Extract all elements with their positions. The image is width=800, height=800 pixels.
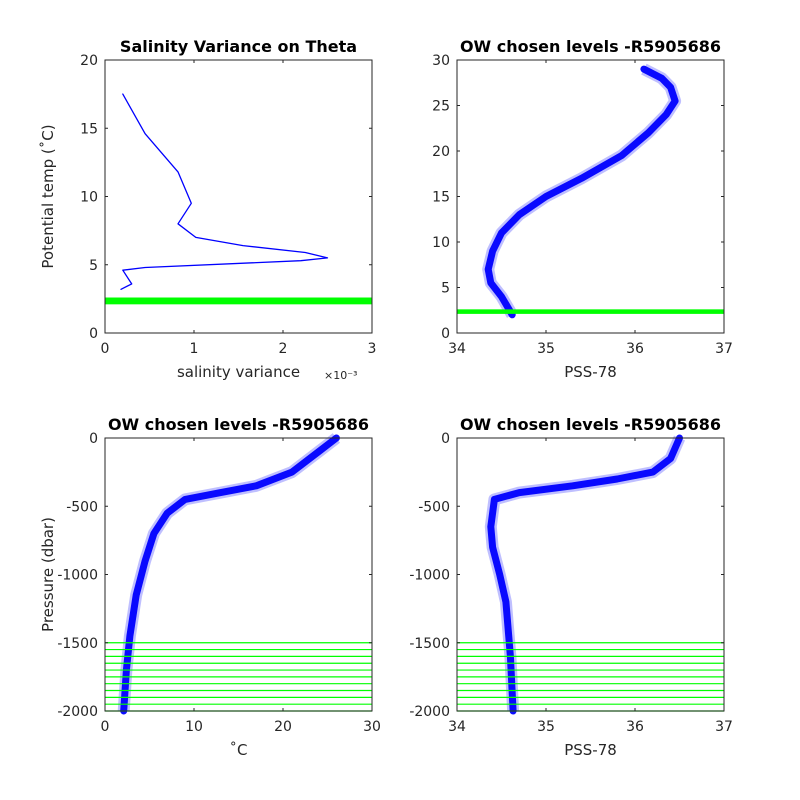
y-tick-label: 0 [441, 431, 450, 447]
y-tick-label: 20 [80, 53, 98, 69]
series-line [487, 434, 683, 715]
y-tick-label: -500 [66, 499, 98, 515]
axes-background [105, 60, 372, 333]
x-tick-label: 1 [190, 341, 199, 357]
x-tick-label: 10 [185, 719, 203, 735]
y-tick-label: 10 [432, 235, 450, 251]
x-axis-label: ˚C [230, 741, 248, 759]
subplot-p2: 34 35 36 37 0 5 10 15 20 25 30 OW chosen levels -R5… [432, 37, 733, 381]
series-line [120, 93, 329, 290]
axes-background [457, 60, 724, 333]
x-tick-label: 34 [448, 341, 466, 357]
series-line [484, 65, 679, 319]
x-tick-label: 20 [274, 719, 292, 735]
chart-title: OW chosen levels -R5905686 [108, 415, 369, 434]
chosen-level-band [457, 309, 724, 314]
y-axis-label: Potential temp (˚C) [39, 124, 57, 268]
x-axis-label: salinity variance [177, 363, 300, 381]
x-tick-label: 34 [448, 719, 466, 735]
x-tick-label: 3 [368, 341, 377, 357]
y-tick-label: 0 [89, 431, 98, 447]
y-tick-label: -2000 [409, 704, 450, 720]
series-spread [484, 435, 686, 712]
subplot-p4: 34 35 36 37 -2000 -1500 -1000 -500 0 OW chosen le… [409, 415, 733, 759]
x-axis-exponent: ×10⁻³ [324, 369, 357, 382]
y-tick-label: 5 [441, 281, 450, 297]
y-tick-label: 25 [432, 99, 450, 115]
y-axis-label: Pressure (dbar) [39, 517, 57, 632]
series-spread [117, 433, 341, 712]
chart-title: Salinity Variance on Theta [120, 37, 357, 56]
series-line [120, 434, 340, 715]
x-tick-label: 36 [626, 719, 644, 735]
x-tick-label: 30 [363, 719, 381, 735]
y-tick-label: -1500 [57, 636, 98, 652]
chart-title: OW chosen levels -R5905686 [460, 415, 721, 434]
x-axis-label: PSS-78 [564, 741, 617, 759]
chart-title: OW chosen levels -R5905686 [460, 37, 721, 56]
y-tick-label: -500 [418, 499, 450, 515]
y-tick-label: 10 [80, 190, 98, 206]
y-tick-label: 5 [89, 258, 98, 274]
y-tick-label: -1000 [409, 568, 450, 584]
x-tick-label: 36 [626, 341, 644, 357]
x-tick-label: 37 [715, 341, 733, 357]
y-tick-label: -2000 [57, 704, 98, 720]
x-axis-label: PSS-78 [564, 363, 617, 381]
x-tick-label: 2 [279, 341, 288, 357]
axes-background [105, 438, 372, 711]
chosen-level-band [105, 297, 372, 305]
y-tick-label: 30 [432, 53, 450, 69]
x-tick-label: 35 [537, 719, 555, 735]
subplot-p1: 0 1 2 3 0 5 10 15 20 Salinity Variance on Theta sa… [39, 37, 376, 382]
x-tick-label: 0 [101, 341, 110, 357]
series-spread [482, 63, 682, 318]
subplot-p3: 0 10 20 30 -2000 -1500 -1000 -500 0 OW chosen lev… [39, 415, 381, 759]
y-tick-label: 20 [432, 144, 450, 160]
y-tick-label: -1000 [57, 568, 98, 584]
y-tick-label: 0 [441, 326, 450, 342]
y-tick-label: -1500 [409, 636, 450, 652]
x-tick-label: 35 [537, 341, 555, 357]
x-tick-label: 37 [715, 719, 733, 735]
x-tick-label: 0 [101, 719, 110, 735]
y-tick-label: 0 [89, 326, 98, 342]
y-tick-label: 15 [80, 121, 98, 137]
y-tick-label: 15 [432, 190, 450, 206]
